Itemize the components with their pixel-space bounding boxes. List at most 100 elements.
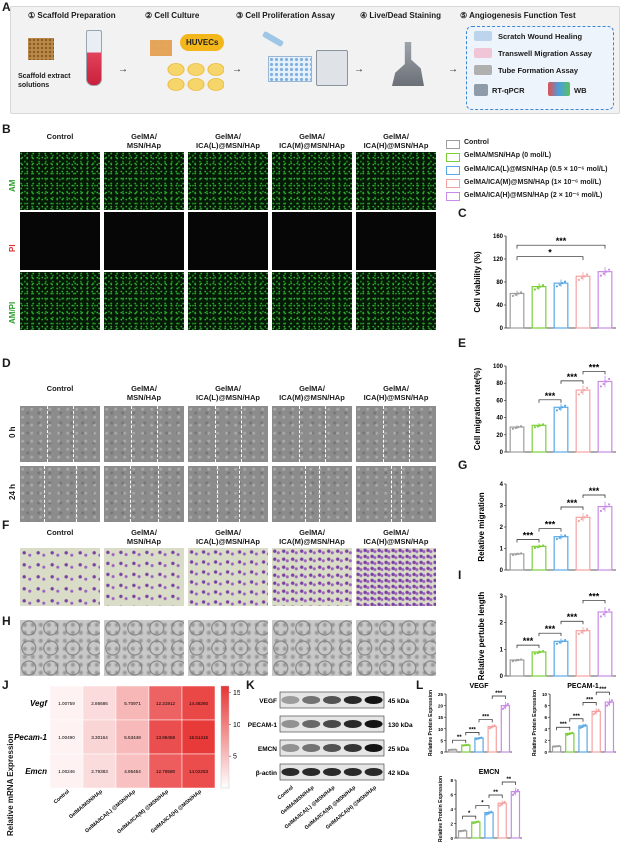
tube-image-c1 xyxy=(104,620,184,676)
scratch-image-r1-c1 xyxy=(104,466,184,522)
b-header-4: GelMA/ICA(H)@MSN/HAp xyxy=(363,132,429,150)
sig-label: *** xyxy=(589,486,600,496)
data-point xyxy=(555,537,559,541)
data-point xyxy=(488,727,491,730)
y-tick-label: 100 xyxy=(493,364,504,370)
sig-label: * xyxy=(548,248,552,258)
sig-bracket xyxy=(569,718,584,722)
y-tick-label: 3 xyxy=(500,504,504,510)
scratch-line xyxy=(409,406,410,462)
y-axis-label: Cell viability (%) xyxy=(473,251,482,313)
blot-col-label: Control xyxy=(277,785,295,802)
data-point xyxy=(555,285,559,288)
heatmap-value: 1.00759 xyxy=(58,701,75,706)
blot-kda-label: 45 kDa xyxy=(388,698,409,705)
heatmap-cell xyxy=(181,685,216,721)
blot-band xyxy=(281,768,300,776)
sig-bracket xyxy=(582,371,606,375)
colorbar-tick-label: 15 xyxy=(233,690,240,697)
row-label-24h: 24 h xyxy=(8,483,17,500)
y-tick-label: 20 xyxy=(496,433,503,439)
data-point xyxy=(558,407,561,410)
sig-bracket xyxy=(556,726,571,731)
b-header-3: GelMA/ICA(M)@MSN/HAp xyxy=(279,132,345,150)
data-point xyxy=(605,380,608,383)
data-point xyxy=(511,427,515,430)
chart-title: VEGF xyxy=(469,683,489,690)
data-point xyxy=(519,425,523,428)
panel-b-label: B xyxy=(2,122,11,136)
sig-bracket xyxy=(488,794,503,799)
bar-1 xyxy=(471,821,481,839)
bar-4 xyxy=(604,701,615,753)
sig-bracket xyxy=(478,719,493,723)
heatmap-value: 1.00246 xyxy=(58,769,75,774)
blot-band xyxy=(364,744,383,752)
data-point xyxy=(536,651,539,654)
b-header-0: Control xyxy=(46,132,74,141)
data-point xyxy=(610,699,613,702)
data-point xyxy=(501,707,505,710)
y-tick-label: 15 xyxy=(438,715,444,720)
data-point xyxy=(607,377,611,381)
blot-band xyxy=(323,768,341,776)
legend-swatch-2 xyxy=(446,166,460,175)
bar-1 xyxy=(531,285,547,329)
heatmap-cell xyxy=(148,753,183,789)
heatmap-cell xyxy=(49,685,84,721)
y-tick-label: 1 xyxy=(500,547,504,553)
d-header-0: Control xyxy=(46,384,74,393)
y-tick-label: 0 xyxy=(500,674,504,680)
scale-bar-200: 200μm xyxy=(424,328,456,339)
data-point xyxy=(558,641,561,644)
sig-bracket xyxy=(538,632,562,637)
data-point xyxy=(602,272,605,275)
data-point xyxy=(517,658,520,662)
bar-0 xyxy=(509,553,525,571)
data-point xyxy=(480,736,483,739)
bar-3 xyxy=(575,630,591,677)
row-label-ampi: AM/PI xyxy=(8,302,17,324)
arrow-icon: → xyxy=(448,64,458,75)
sig-label: *** xyxy=(545,520,556,530)
scratch-line xyxy=(131,406,132,462)
blot-band xyxy=(323,744,341,752)
data-point xyxy=(561,640,564,643)
data-point xyxy=(563,280,567,283)
heatmap-col-label: GelMA/MSN/HAp xyxy=(68,789,104,820)
panel-c-label: C xyxy=(458,206,467,220)
blot-band xyxy=(302,768,321,776)
data-point xyxy=(599,509,603,513)
blot-protein-label: β-actin xyxy=(256,770,277,777)
cell-dishes-icon xyxy=(166,62,224,92)
tube-image-c0 xyxy=(20,620,100,676)
livedead-image-r0-c0 xyxy=(20,152,100,210)
heatmap-value: 14.48260 xyxy=(189,701,209,706)
data-point xyxy=(602,382,605,386)
ampi-label: AM/PI xyxy=(8,301,17,324)
transwell-image-c2 xyxy=(188,548,268,606)
data-point xyxy=(605,610,608,614)
data-point xyxy=(536,425,539,428)
data-point xyxy=(536,286,539,290)
y-tick-label: 0 xyxy=(450,836,453,841)
data-point xyxy=(555,409,559,412)
sig-label: *** xyxy=(482,714,490,720)
data-point xyxy=(563,534,567,537)
sig-bracket xyxy=(465,732,480,736)
sig-bracket xyxy=(595,691,610,696)
bar-1 xyxy=(531,424,547,453)
scratch-line xyxy=(383,406,384,462)
panel-a-label: A xyxy=(2,0,11,14)
y-tick-label: 10 xyxy=(542,692,548,697)
sig-bracket xyxy=(582,494,606,498)
data-point xyxy=(584,723,587,727)
data-point xyxy=(607,268,611,271)
bar-2 xyxy=(474,737,484,753)
livedead-image-r0-c2 xyxy=(188,152,268,210)
blot-band xyxy=(364,720,383,728)
data-point xyxy=(580,518,583,521)
scaffold-block-icon xyxy=(28,38,54,60)
blot-band xyxy=(364,768,383,776)
